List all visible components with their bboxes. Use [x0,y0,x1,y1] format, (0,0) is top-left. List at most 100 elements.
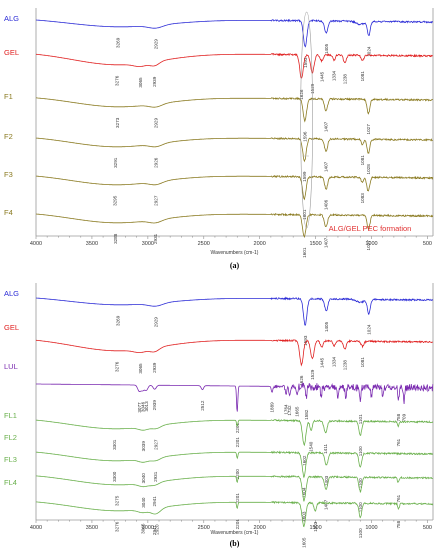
peak-label: 709 [402,413,407,421]
peak-label: 3276 [115,75,120,86]
highlight-ellipse [300,11,313,229]
peak-label: 1605 [301,537,306,548]
peak-label: 2920 [154,524,159,535]
peak-label: 1626 [299,375,304,386]
peak-label: 3276 [115,361,120,372]
peak-label: 1603 [302,511,307,522]
x-tick-label: 3000 [142,241,154,247]
peak-label: 1593 [303,335,308,346]
peak-label: 1334 [332,356,337,367]
x-tick-label: 3500 [86,241,98,247]
peak-label: 2939 [152,76,157,87]
x-tick-label: 1500 [309,241,321,247]
peak-label: 1582 [304,409,309,420]
peak-label: 3065 [138,363,143,374]
series-line-fl2 [36,450,434,479]
peak-label: 1081 [360,357,365,368]
peak-label: 1503 [313,521,318,532]
peak-label: 2931 [153,233,158,244]
peak-label: 2926 [154,157,159,168]
x-tick-label: 1000 [365,241,377,247]
peak-label: 3040 [141,497,146,508]
peak-label: 1889 [270,402,275,413]
peak-label: 1732 [287,405,292,416]
series-line-alg [36,18,434,48]
peak-label: 1665 [295,406,300,417]
peak-label: 3275 [115,495,120,506]
peak-label: 1602 [302,455,307,466]
series-line-gel [36,338,433,367]
peak-label: 2939 [152,362,157,373]
peak-label: 1100 [358,478,363,488]
peak-label: 3288 [113,233,118,244]
x-tick-label: 3000 [142,525,154,531]
x-axis-label: Wavenumbers (cm-1) [211,530,259,536]
series-line-lul [36,381,434,412]
peak-label: 1407 [324,161,329,172]
peak-label: 2927 [154,439,159,450]
x-tick-label: 1000 [365,525,377,531]
peak-label: 2201 [235,437,240,448]
peak-label: 1238 [342,360,347,371]
series-label-lul: LUL [4,362,18,371]
panel-label: (b) [230,539,240,548]
annotation-text: ALG/GEL PEC formation [329,224,412,233]
series-label-gel: GEL [4,48,19,57]
series-line-gel [36,52,434,79]
peak-label: 1334 [332,70,337,81]
x-tick-label: 2000 [254,525,266,531]
peak-label: 1593 [303,57,308,68]
peak-label: 2929 [153,39,158,50]
peak-label: 3013 [144,401,149,412]
peak-label: 1445 [319,71,324,82]
peak-label: 3300 [112,471,117,482]
peak-label: 1083 [360,193,365,204]
series-label-fl4: FL4 [4,478,17,487]
peak-label: 1529 [310,369,315,380]
peak-label: 1403 [324,475,329,486]
peak-label: 1081 [360,71,365,82]
peak-label: 1599 [302,171,307,182]
peak-label: 2512 [200,400,205,411]
peak-label: 761 [396,494,401,502]
peak-label: 2201 [235,422,240,433]
series-label-gel: GEL [4,323,19,332]
series-label-f1: F1 [4,92,13,101]
series-line-f1 [36,96,434,123]
peak-label: 1407 [324,499,329,510]
peak-label: 3077 [137,402,142,413]
peak-label: 1238 [342,74,347,85]
series-label-alg: ALG [4,14,19,23]
series-line-fl4 [36,500,434,528]
series-label-f4: F4 [4,208,13,217]
peak-label: 1405 [324,43,329,54]
peak-label: 1407 [324,121,329,132]
peak-label: 2929 [153,317,158,328]
series-label-f2: F2 [4,132,13,141]
series-line-alg [36,296,434,326]
peak-label: 1601 [302,209,307,220]
peak-label: 1027 [366,124,371,135]
peak-label: 1445 [319,357,324,368]
x-tick-label: 4000 [30,525,42,531]
series-label-fl2: FL2 [4,433,17,442]
peak-label: 2941 [152,524,157,535]
peak-label: 3269 [115,315,120,326]
peak-label: 1596 [302,131,307,142]
peak-label: 3269 [115,37,120,48]
peak-label: 1100 [358,446,363,456]
peak-label: 1100 [358,502,363,512]
x-axis-label: Wavenumbers (cm-1) [211,250,259,256]
peak-label: 3045 [140,523,145,534]
peak-label: 3065 [138,77,143,88]
series-line-f3 [35,174,434,201]
peak-label: 1100 [358,528,363,538]
peak-label: 1406 [324,199,329,210]
peak-label: 1405 [324,321,329,332]
peak-label: 1540 [309,441,314,452]
peak-label: 1027 [366,240,371,251]
peak-label: 2927 [154,195,159,206]
x-tick-label: 500 [423,525,432,531]
peak-label: 1101 [358,414,363,424]
